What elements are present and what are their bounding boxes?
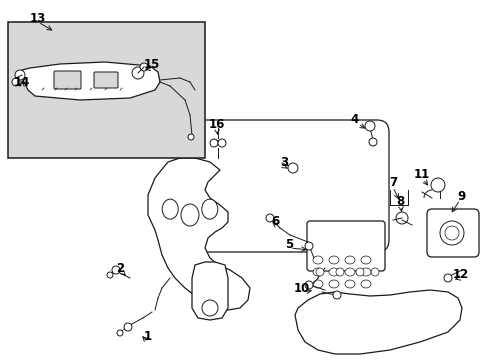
Text: 5: 5	[285, 238, 292, 251]
Circle shape	[443, 274, 451, 282]
Circle shape	[355, 268, 363, 276]
Ellipse shape	[360, 268, 370, 276]
Circle shape	[364, 121, 374, 131]
Text: 12: 12	[452, 269, 468, 282]
Ellipse shape	[360, 256, 370, 264]
Text: 1: 1	[143, 330, 152, 343]
Ellipse shape	[345, 268, 354, 276]
Circle shape	[439, 221, 463, 245]
Polygon shape	[22, 62, 160, 100]
Text: 10: 10	[293, 282, 309, 294]
Circle shape	[368, 138, 376, 146]
Ellipse shape	[328, 268, 338, 276]
Circle shape	[444, 226, 458, 240]
Circle shape	[140, 63, 148, 71]
Text: 16: 16	[208, 118, 225, 131]
Ellipse shape	[328, 256, 338, 264]
Ellipse shape	[312, 268, 323, 276]
Text: 8: 8	[395, 195, 403, 208]
Circle shape	[187, 134, 194, 140]
Ellipse shape	[181, 204, 199, 226]
Circle shape	[315, 268, 324, 276]
Ellipse shape	[328, 280, 338, 288]
FancyBboxPatch shape	[180, 120, 388, 252]
Circle shape	[335, 268, 343, 276]
Text: 6: 6	[270, 216, 279, 229]
FancyBboxPatch shape	[306, 221, 384, 271]
Circle shape	[395, 212, 407, 224]
Bar	[8, 22, 204, 158]
Ellipse shape	[312, 280, 323, 288]
Text: 15: 15	[143, 58, 160, 72]
Circle shape	[132, 67, 143, 79]
Polygon shape	[192, 262, 227, 320]
Text: 11: 11	[413, 168, 429, 181]
Text: 13: 13	[30, 12, 46, 24]
Text: 7: 7	[388, 176, 396, 189]
Text: 3: 3	[279, 157, 287, 170]
Circle shape	[305, 242, 312, 250]
Circle shape	[112, 266, 120, 274]
Circle shape	[305, 281, 312, 289]
Ellipse shape	[312, 256, 323, 264]
Circle shape	[124, 323, 132, 331]
Circle shape	[218, 139, 225, 147]
Ellipse shape	[162, 199, 178, 219]
Text: 9: 9	[457, 190, 465, 203]
Polygon shape	[294, 290, 461, 354]
Circle shape	[430, 178, 444, 192]
Circle shape	[265, 214, 273, 222]
Polygon shape	[148, 158, 249, 310]
FancyBboxPatch shape	[426, 209, 478, 257]
Circle shape	[117, 330, 123, 336]
Circle shape	[332, 291, 340, 299]
Ellipse shape	[345, 256, 354, 264]
Circle shape	[287, 163, 297, 173]
Ellipse shape	[360, 280, 370, 288]
Text: 14: 14	[14, 76, 30, 89]
Text: 4: 4	[350, 113, 358, 126]
Circle shape	[15, 70, 25, 80]
Text: 2: 2	[116, 261, 124, 274]
Ellipse shape	[202, 199, 217, 219]
Circle shape	[209, 139, 218, 147]
Circle shape	[370, 268, 378, 276]
Circle shape	[107, 272, 113, 278]
Circle shape	[202, 300, 218, 316]
FancyBboxPatch shape	[54, 71, 81, 89]
Circle shape	[12, 78, 20, 86]
FancyBboxPatch shape	[94, 72, 118, 88]
Ellipse shape	[345, 280, 354, 288]
